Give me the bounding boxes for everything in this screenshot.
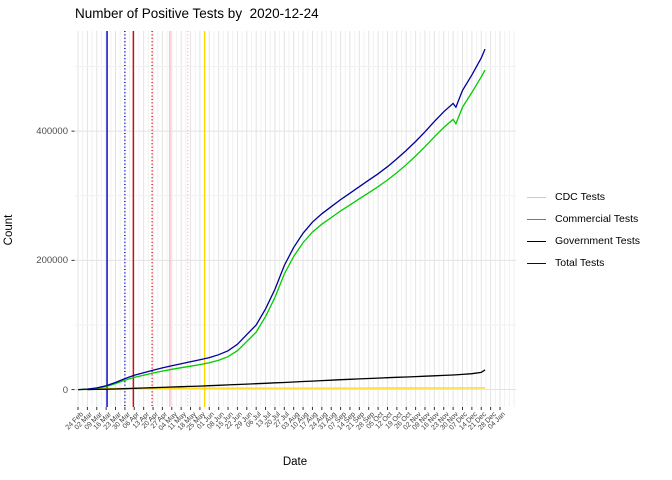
legend-line-swatch [527,196,546,198]
legend: CDC Tests Commercial Tests Government Test… [527,186,640,274]
series-line-cdc-tests [82,387,486,390]
legend-label: Total Tests [555,257,605,269]
legend-item: CDC Tests [527,186,640,208]
chart-title: Number of Positive Tests by 2020-12-24 [75,6,319,21]
legend-item: Total Tests [527,252,640,274]
series-line-commercial-tests [77,69,486,391]
legend-line-swatch [527,262,546,264]
series-line-government-tests [87,369,486,391]
y-axis-title: Count [3,214,15,246]
legend-line-swatch [527,240,546,242]
legend-line-swatch [527,218,546,220]
y-tick-label: 200000 [36,255,68,267]
legend-label: Government Tests [555,235,641,247]
legend-item: Government Tests [527,230,640,252]
y-tick-label: 0 [62,384,68,396]
x-axis-title: Date [282,456,308,468]
legend-label: CDC Tests [555,191,605,203]
legend-label: Commercial Tests [555,213,639,225]
series-line-total-tests [77,48,486,391]
legend-item: Commercial Tests [527,208,640,230]
y-tick-label: 400000 [36,126,68,138]
